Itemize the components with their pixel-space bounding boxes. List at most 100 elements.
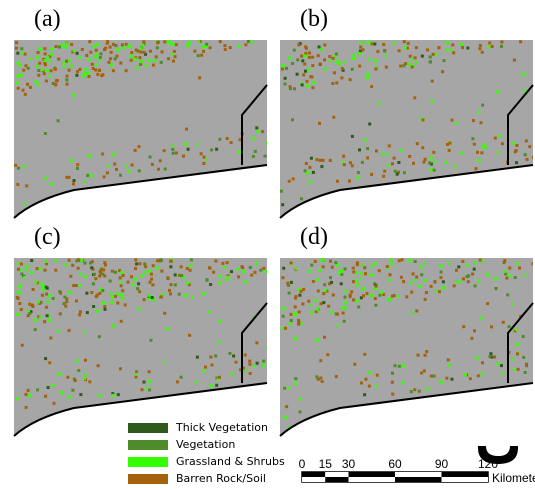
- pixel: [290, 281, 293, 284]
- pixel: [104, 308, 107, 311]
- pixel: [486, 302, 489, 305]
- pixel: [252, 137, 255, 140]
- pixel: [127, 44, 130, 47]
- pixel: [416, 142, 419, 145]
- pixel: [109, 292, 112, 295]
- pixel: [16, 62, 19, 65]
- pixel: [417, 354, 420, 357]
- pixel: [218, 138, 221, 141]
- pixel: [425, 350, 428, 353]
- pixel: [54, 68, 57, 71]
- pixel: [134, 149, 137, 152]
- pixel: [306, 171, 309, 174]
- pixel: [508, 267, 511, 270]
- pixel: [100, 74, 103, 77]
- pixel: [440, 380, 443, 383]
- pixel: [471, 137, 474, 140]
- pixel: [352, 271, 355, 274]
- pixel: [377, 102, 380, 105]
- pixel: [120, 294, 123, 297]
- pixel: [341, 161, 344, 164]
- pixel: [293, 87, 296, 90]
- pixel: [344, 296, 347, 299]
- pixel: [152, 264, 155, 267]
- pixel: [282, 315, 285, 318]
- pixel: [132, 284, 135, 287]
- pixel: [430, 285, 433, 288]
- pixel: [515, 328, 518, 331]
- pixel: [308, 181, 311, 184]
- pixel: [465, 264, 468, 267]
- pixel: [98, 275, 101, 278]
- pixel: [487, 46, 490, 49]
- pixel: [404, 62, 407, 65]
- pixel: [249, 372, 252, 375]
- pixel: [249, 266, 252, 269]
- pixel: [413, 279, 416, 282]
- pixel: [353, 363, 356, 366]
- pixel: [218, 320, 221, 323]
- pixel: [366, 292, 369, 295]
- pixel: [46, 314, 49, 317]
- pixel: [408, 259, 411, 262]
- pixel: [399, 65, 402, 68]
- pixel: [306, 85, 309, 88]
- pixel: [188, 41, 191, 44]
- scale-label: 60: [388, 457, 402, 471]
- pixel: [77, 369, 80, 372]
- pixel: [321, 380, 324, 383]
- pixel: [70, 43, 73, 46]
- pixel: [264, 270, 267, 273]
- pixel: [460, 43, 463, 46]
- pixel: [488, 42, 491, 45]
- pixel: [150, 278, 153, 281]
- pixel: [412, 272, 415, 275]
- pixel: [440, 271, 443, 274]
- pixel: [432, 53, 435, 56]
- pixel: [178, 293, 181, 296]
- pixel: [142, 40, 145, 43]
- pixel: [163, 149, 166, 152]
- pixel: [134, 278, 137, 281]
- pixel: [404, 46, 407, 49]
- pixel: [472, 119, 475, 122]
- pixel: [25, 268, 28, 271]
- pixel: [29, 86, 32, 89]
- pixel: [73, 49, 76, 52]
- pixel: [303, 63, 306, 66]
- pixel: [106, 42, 109, 45]
- pixel: [200, 54, 203, 57]
- pixel: [324, 67, 327, 70]
- pixel: [429, 60, 432, 63]
- pixel: [68, 259, 71, 262]
- pixel: [334, 261, 337, 264]
- pixel: [301, 322, 304, 325]
- legend-swatch: [128, 440, 168, 450]
- pixel: [66, 376, 69, 379]
- pixel: [294, 382, 297, 385]
- pixel: [127, 281, 130, 284]
- pixel: [253, 365, 256, 368]
- pixel: [304, 70, 307, 73]
- pixel: [486, 273, 489, 276]
- scale-segment: [395, 472, 442, 477]
- pixel: [59, 292, 62, 295]
- pixel: [424, 279, 427, 282]
- pixel: [241, 266, 244, 269]
- pixel: [323, 58, 326, 61]
- pixel: [393, 157, 396, 160]
- scale-segment: [325, 472, 348, 477]
- pixel: [193, 50, 196, 53]
- pixel: [141, 274, 144, 277]
- pixel: [366, 147, 369, 150]
- pixel: [479, 44, 482, 47]
- pixel: [104, 47, 107, 50]
- pixel: [92, 45, 95, 48]
- scale-segment: [442, 472, 489, 477]
- pixel: [447, 262, 450, 265]
- pixel: [267, 346, 270, 349]
- scale-segment: [302, 472, 325, 477]
- pixel: [360, 382, 363, 385]
- pixel: [209, 356, 212, 359]
- pixel: [389, 258, 392, 261]
